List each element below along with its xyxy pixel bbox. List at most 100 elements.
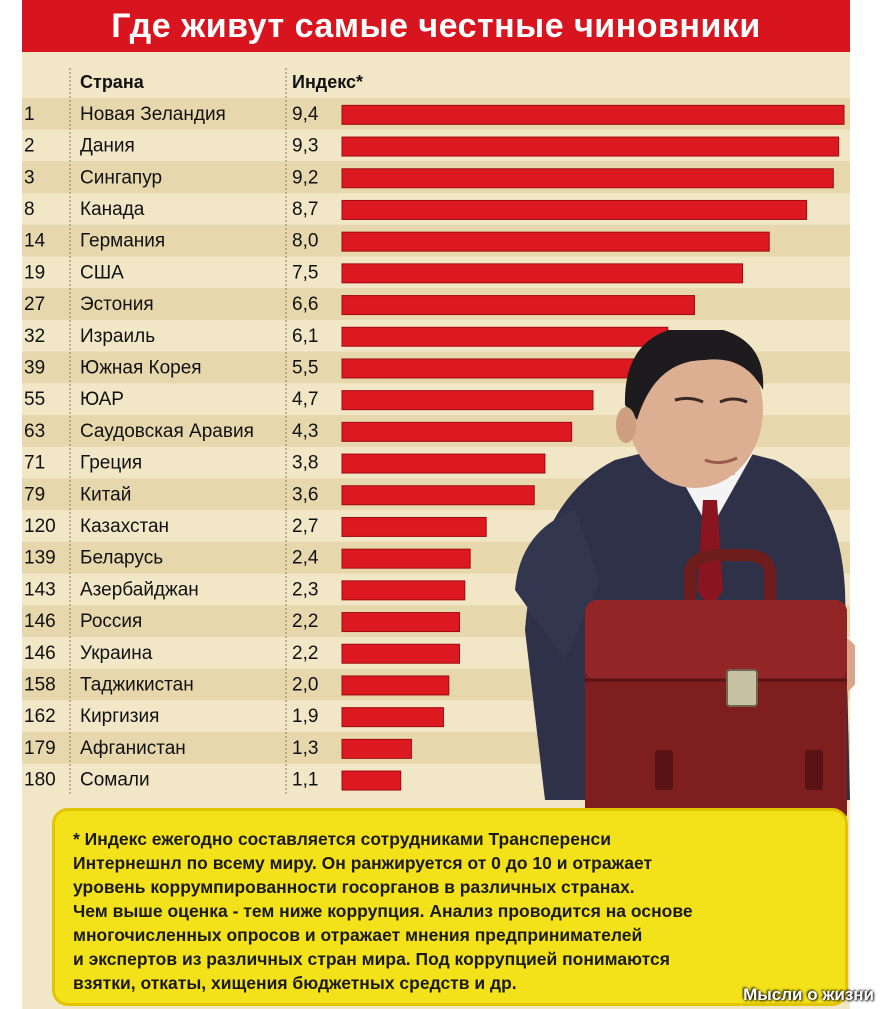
- value-label: 9,3: [292, 136, 318, 157]
- bar: [341, 675, 450, 696]
- header-index: Индекс*: [292, 72, 363, 92]
- bar: [341, 263, 744, 284]
- value-label: 2,3: [292, 579, 318, 600]
- bar: [341, 738, 412, 759]
- country-label: Таджикистан: [80, 674, 194, 695]
- rank-label: 55: [24, 389, 45, 410]
- value-label: 3,6: [292, 484, 318, 505]
- value-label: 3,8: [292, 453, 318, 474]
- value-label: 1,1: [292, 770, 318, 791]
- rank-label: 19: [24, 262, 45, 283]
- country-label: Киргизия: [80, 706, 159, 727]
- country-label: Казахстан: [80, 516, 169, 537]
- country-label: Эстония: [80, 294, 154, 315]
- value-label: 2,2: [292, 611, 318, 632]
- bar: [341, 104, 845, 125]
- footnote-line: многочисленных опросов и отражает мнения…: [73, 925, 643, 945]
- bar: [341, 295, 695, 316]
- value-label: 5,5: [292, 357, 318, 378]
- country-label: Дания: [80, 136, 135, 157]
- country-label: Южная Корея: [80, 357, 202, 378]
- value-label: 6,6: [292, 294, 318, 315]
- rank-label: 146: [24, 611, 56, 632]
- value-label: 1,3: [292, 738, 318, 759]
- bar: [341, 199, 808, 220]
- rank-label: 143: [24, 579, 56, 600]
- value-label: 1,9: [292, 706, 318, 727]
- rank-label: 139: [24, 548, 56, 569]
- country-label: Беларусь: [80, 548, 163, 569]
- value-label: 8,7: [292, 199, 318, 220]
- rank-label: 179: [24, 738, 56, 759]
- footnote-text: * Индекс ежегодно составляется сотрудник…: [73, 827, 833, 995]
- rank-label: 32: [24, 326, 45, 347]
- country-label: Украина: [80, 643, 153, 664]
- bar: [341, 453, 546, 474]
- value-label: 8,0: [292, 231, 318, 252]
- country-label: Сингапур: [80, 167, 162, 188]
- bar: [341, 168, 834, 189]
- country-label: ЮАР: [80, 389, 124, 410]
- country-label: Канада: [80, 199, 145, 220]
- value-label: 7,5: [292, 262, 318, 283]
- rank-label: 180: [24, 770, 56, 791]
- rank-label: 1: [24, 104, 35, 125]
- bar: [341, 390, 594, 411]
- bar: [341, 643, 460, 664]
- country-label: Россия: [80, 611, 142, 632]
- value-label: 9,4: [292, 104, 319, 125]
- chart-rows: 1 Новая Зеландия 9,4 2 Дания 9,3 3 Сингапур 9,2 8…: [24, 104, 845, 791]
- page-title: Где живут самые честные чиновники: [22, 0, 850, 52]
- bar: [341, 580, 466, 601]
- value-label: 4,7: [292, 389, 318, 410]
- rank-label: 158: [24, 674, 56, 695]
- country-label: Азербайджан: [80, 579, 199, 600]
- bar: [341, 485, 535, 506]
- value-label: 2,4: [292, 548, 319, 569]
- watermark: Мысли о жизни: [743, 985, 874, 1004]
- rank-label: 120: [24, 516, 56, 537]
- rank-label: 14: [24, 231, 46, 252]
- value-label: 4,3: [292, 421, 318, 442]
- footnote-line: уровень коррумпированности госорганов в …: [73, 877, 635, 897]
- footnote-line: * Индекс ежегодно составляется сотрудник…: [73, 829, 612, 849]
- bar: [341, 548, 471, 569]
- country-label: Сомали: [80, 770, 150, 791]
- value-label: 2,0: [292, 674, 318, 695]
- country-label: Израиль: [80, 326, 155, 347]
- header-country: Страна: [80, 72, 145, 92]
- footnote-line: и экспертов из различных стран мира. Под…: [73, 949, 670, 969]
- country-label: Новая Зеландия: [80, 104, 226, 125]
- bar: [341, 516, 487, 537]
- rank-label: 3: [24, 167, 35, 188]
- footnote-box: * Индекс ежегодно составляется сотрудник…: [52, 808, 848, 1006]
- bar: [341, 136, 840, 157]
- country-label: Германия: [80, 231, 165, 252]
- country-label: Греция: [80, 453, 142, 474]
- bar: [341, 612, 460, 633]
- bar: [341, 421, 573, 442]
- rank-label: 2: [24, 136, 35, 157]
- value-label: 6,1: [292, 326, 318, 347]
- rank-label: 63: [24, 421, 45, 442]
- bar: [341, 770, 402, 791]
- bar-chart: Страна Индекс* 1 Новая Зеландия 9,4 2 Дания 9…: [22, 68, 850, 796]
- rank-label: 8: [24, 199, 35, 220]
- value-label: 2,7: [292, 516, 318, 537]
- rank-label: 146: [24, 643, 56, 664]
- bar: [341, 231, 770, 252]
- footnote-line: взятки, откаты, хищения бюджетных средст…: [73, 973, 517, 993]
- rank-label: 27: [24, 294, 45, 315]
- country-label: США: [80, 262, 124, 283]
- value-label: 9,2: [292, 167, 318, 188]
- rank-label: 79: [24, 484, 45, 505]
- country-label: Афганистан: [80, 738, 186, 759]
- value-label: 2,2: [292, 643, 318, 664]
- footnote-line: Чем выше оценка - тем ниже коррупция. Ан…: [73, 901, 693, 921]
- country-label: Китай: [80, 484, 131, 505]
- bar: [341, 707, 444, 728]
- rank-label: 162: [24, 706, 56, 727]
- rank-label: 71: [24, 453, 45, 474]
- footnote-line: Интернешнл по всему миру. Он ранжируется…: [73, 853, 653, 873]
- official-with-briefcase-illustration: [515, 330, 855, 825]
